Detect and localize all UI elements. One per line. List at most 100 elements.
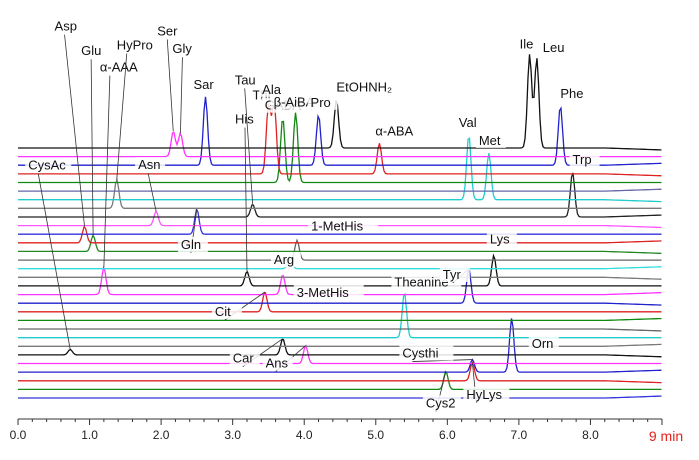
peak-label-9: Gln xyxy=(181,237,201,252)
x-tick-label-8: 8.0 xyxy=(582,428,599,442)
peak-label-bg-3 xyxy=(96,59,143,75)
trace-line-23 xyxy=(18,343,662,347)
peak-label-bg-27 xyxy=(439,266,470,282)
peak-label-23: EtOHNH₂ xyxy=(336,79,392,94)
trace-line-4 xyxy=(18,112,662,184)
peak-label-bg-36 xyxy=(557,85,588,101)
peak-label-bg-17 xyxy=(308,218,379,234)
peak-label-bg-16 xyxy=(270,252,301,268)
peak-label-16: Arg xyxy=(274,252,294,267)
peak-label-bg-22 xyxy=(307,94,338,110)
peak-label-19: Cit xyxy=(215,304,231,319)
trace-line-0 xyxy=(18,54,662,151)
peak-label-8: Sar xyxy=(193,77,214,92)
x-tick-label-1: 1.0 xyxy=(81,428,98,442)
x-unit-label: 9 min xyxy=(649,428,683,444)
peak-label-5: Asn xyxy=(138,157,160,172)
peak-label-0: CysAc xyxy=(28,157,66,172)
x-tick-label-6: 6.0 xyxy=(439,428,456,442)
peak-label-bg-21 xyxy=(262,355,293,371)
peak-label-bg-2 xyxy=(78,43,109,59)
trace-line-19 xyxy=(18,291,662,313)
peak-label-33: Orn xyxy=(532,336,554,351)
peak-label-bg-24 xyxy=(372,123,419,139)
peak-label-26: Val xyxy=(459,115,477,130)
trace-line-10 xyxy=(18,207,662,235)
trace-line-8 xyxy=(18,172,662,218)
peak-label-22: Pro xyxy=(311,95,331,110)
peak-leader-7 xyxy=(180,57,183,134)
trace-line-24 xyxy=(18,338,662,358)
peak-label-bg-34 xyxy=(516,36,547,52)
trace-line-28 xyxy=(18,370,662,391)
trace-line-3 xyxy=(18,98,662,177)
peak-label-bg-9 xyxy=(177,237,208,253)
trace-line-22 xyxy=(18,292,662,339)
peak-label-21: Ans xyxy=(266,356,289,371)
peak-label-bg-33 xyxy=(528,336,559,352)
peak-label-bg-4 xyxy=(113,37,160,53)
peak-leader-2 xyxy=(90,59,94,236)
trace-line-18 xyxy=(18,269,662,306)
peak-leader-10 xyxy=(244,127,248,272)
peak-label-bg-13 xyxy=(259,81,290,97)
trace-line-11 xyxy=(18,226,662,244)
peak-label-bg-35 xyxy=(539,40,570,55)
trace-line-15 xyxy=(18,276,662,280)
peak-label-bg-26 xyxy=(455,114,486,130)
trace-line-21 xyxy=(18,328,662,332)
peak-label-3: α-AAA xyxy=(100,60,138,75)
peak-label-bg-1 xyxy=(51,18,82,34)
trace-line-2 xyxy=(18,96,662,166)
x-tick-label-4: 4.0 xyxy=(296,428,313,442)
peak-label-25: Theanine xyxy=(394,275,448,290)
trace-line-29 xyxy=(18,395,662,399)
peak-label-group: CysAc Asp Glu α-AAA HyPro Asn Ser Gly Sar Gln His T… xyxy=(25,18,600,412)
peak-label-2: Glu xyxy=(81,43,101,58)
peak-label-28: Met xyxy=(479,133,501,148)
trace-line-12 xyxy=(18,233,662,255)
peak-label-bg-8 xyxy=(190,76,221,92)
trace-line-27 xyxy=(18,361,662,384)
trace-line-14 xyxy=(18,255,662,270)
trace-line-20 xyxy=(18,317,662,322)
peak-label-18: 3-MetHis xyxy=(297,285,350,300)
peak-leader-4 xyxy=(116,53,128,180)
peak-label-bg-29 xyxy=(486,231,517,247)
x-tick-label-3: 3.0 xyxy=(224,428,241,442)
peak-label-4: HyPro xyxy=(117,38,153,53)
peak-label-bg-5 xyxy=(135,157,166,173)
peak-label-bg-32 xyxy=(463,386,510,402)
peak-label-bg-28 xyxy=(475,132,506,148)
peak-leader-0 xyxy=(37,173,71,350)
peak-label-11: Tau xyxy=(235,72,256,87)
peak-label-bg-30 xyxy=(399,345,454,361)
peak-label-bg-37 xyxy=(569,151,600,167)
trace-line-6 xyxy=(18,137,662,203)
peak-label-7: Gly xyxy=(172,41,192,56)
peak-leader-11 xyxy=(244,88,254,205)
peak-label-37: Trp xyxy=(573,152,592,167)
peak-label-35: Leu xyxy=(543,40,565,55)
peak-label-bg-11 xyxy=(231,72,262,88)
peak-label-bg-31 xyxy=(422,395,461,411)
peak-leader-3 xyxy=(103,75,111,268)
peak-label-34: Ile xyxy=(520,36,534,51)
peak-label-36: Phe xyxy=(560,86,583,101)
peak-label-32: HyLys xyxy=(466,387,502,402)
trace-line-5 xyxy=(18,188,662,192)
peak-label-bg-0 xyxy=(25,157,72,173)
peak-label-13: Ala xyxy=(262,82,282,97)
trace-line-13 xyxy=(18,238,662,261)
trace-line-26 xyxy=(18,318,662,373)
peak-label-15: β-AiBA xyxy=(274,94,315,109)
trace-line-1 xyxy=(18,131,662,158)
peak-label-bg-18 xyxy=(293,284,364,300)
peak-label-bg-6 xyxy=(154,23,185,39)
x-axis: 0.0 1.0 2.0 3.0 4.0 5.0 6.0 7.0 8.0 9 min xyxy=(10,418,683,444)
peak-label-27: Tyr xyxy=(443,267,462,282)
peak-label-31: Cys2 xyxy=(426,395,456,410)
peak-label-17: 1-MetHis xyxy=(311,218,364,233)
peak-label-1: Asp xyxy=(55,19,77,34)
